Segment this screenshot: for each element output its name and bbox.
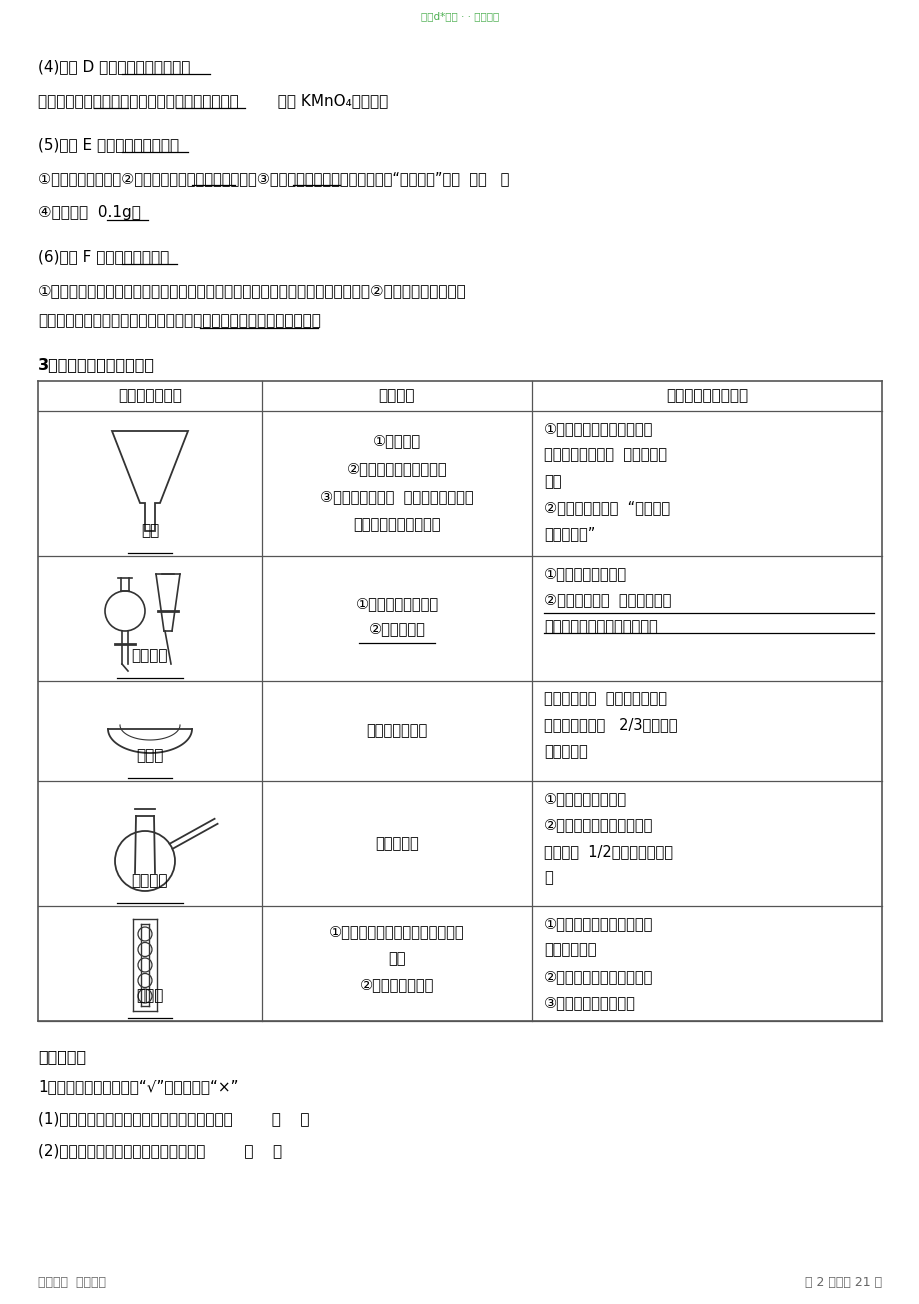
Text: 冷凝管: 冷凝管 <box>136 988 164 1003</box>
Text: 漏斗: 漏斗 <box>141 523 159 539</box>
Text: 使用方法和注意事项: 使用方法和注意事项 <box>665 389 747 403</box>
Text: 1．判断正误，正确的划“√”，错误的划“×”: 1．判断正误，正确的划“√”，错误的划“×” <box>38 1078 238 1094</box>
Text: ①滤纸与漏斗内壁应严密吱
合，用水润湿后，  中间不得有
气泡
②过滤时，要做到  “一贴、二
低、三接触”: ①滤纸与漏斗内壁应严密吱 合，用水润湿后， 中间不得有 气泡 ②过滤时，要做到 … <box>543 421 669 541</box>
Text: (1)烧瓶、锥形瓶、量筒加热时均需要垫石棉网        （    ）: (1)烧瓶、锥形瓶、量筒加热时均需要垫石棉网 （ ） <box>38 1111 309 1125</box>
Text: (4)仪器 D 的名称：碑式滴定管。: (4)仪器 D 的名称：碑式滴定管。 <box>38 59 190 74</box>
Text: 第 2 页，共 21 页: 第 2 页，共 21 页 <box>804 1277 881 1288</box>
Text: 銀球应在液面以上；测馏分温度时，水銀球应放在蒸馏烧瓶支管口处。: 銀球应在液面以上；测馏分温度时，水銀球应放在蒸馏烧瓶支管口处。 <box>38 313 321 329</box>
Text: 主要用途: 主要用途 <box>379 389 414 403</box>
Text: ①用于随时添加液体: ①用于随时添加液体 <box>355 596 438 612</box>
Text: 分液漏斗: 分液漏斗 <box>131 648 168 662</box>
Text: 蒸馏烧瓶: 蒸馏烧瓶 <box>131 872 168 888</box>
Text: 蒸馏或分馏: 蒸馏或分馏 <box>375 836 418 852</box>
Text: ②萍取、分液: ②萍取、分液 <box>369 621 425 636</box>
Text: ①称量前先调零点；②腑蚀性药品应放于烧杯内称量；③左盘放被称物，右盘放砂码，即“左物右码”＿＿  ＿＿   ；: ①称量前先调零点；②腑蚀性药品应放于烧杯内称量；③左盘放被称物，右盘放砂码，即“… <box>38 171 509 186</box>
Text: 蒸发皿: 蒸发皿 <box>136 748 164 763</box>
Text: 可直接加热，  加热时液体体积
不超过其容积的   2/3，快蒸干
时停止加热: 可直接加热， 加热时液体体积 不超过其容积的 2/3，快蒸干 时停止加热 <box>543 691 676 759</box>
Text: 蒸发或浓缩溶液: 蒸发或浓缩溶液 <box>366 724 427 738</box>
Text: (6)仪器 F 的名称：温度计。: (6)仪器 F 的名称：温度计。 <box>38 249 169 263</box>
Text: 深度思考．: 深度思考． <box>38 1048 86 1064</box>
Text: ①用于蒸馏或分馏时冷凝易液化的
气体
②有利于液体回流: ①用于蒸馏或分馏时冷凝易液化的 气体 ②有利于液体回流 <box>329 925 464 992</box>
Text: 3．常用的分离、提纯仪器: 3．常用的分离、提纯仪器 <box>38 357 154 372</box>
Text: ①注意活塞不得渗漏
②分离液体时，  下层液体由下
口放出，上层液体由上口倒出: ①注意活塞不得渗漏 ②分离液体时， 下层液体由下 口放出，上层液体由上口倒出 <box>543 566 671 634</box>
Text: (2)加热试管时先均匀加热，后局部加热        （    ）: (2)加热试管时先均匀加热，后局部加热 （ ） <box>38 1144 282 1158</box>
Text: ④精确度：  0.1g。: ④精确度： 0.1g。 <box>38 205 141 220</box>
Text: 精品d*范料 · · 欢迎下载: 精品d*范料 · · 欢迎下载 <box>420 10 499 21</box>
Text: ①测反应混合液的温度时，温度计的水銀球应插入混合液中但不能接触容器内壁；②测蝕气的温度时，水: ①测反应混合液的温度时，温度计的水銀球应插入混合液中但不能接触容器内壁；②测蝕气… <box>38 283 466 299</box>
Text: 仪器图形与名称: 仪器图形与名称 <box>118 389 182 403</box>
Text: 用于盛装碑性溶液，不可盛装酸性和强氧化性液体        （如 KMnO₄溶液）。: 用于盛装碑性溶液，不可盛装酸性和强氧化性液体 （如 KMnO₄溶液）。 <box>38 93 388 108</box>
Text: ①直形冷凝管一般用于蒸馏
或分馏时冷凝
②球形冷凝管通常用于回流
③冷却水下口进上口出: ①直形冷凝管一般用于蒸馏 或分馏时冷凝 ②球形冷凝管通常用于回流 ③冷却水下口进… <box>543 915 652 1011</box>
Text: ①加热时要垫石棉网
②加热时液体的体积不超过
其容积的  1/2，加永石，防暴
永: ①加热时要垫石棉网 ②加热时液体的体积不超过 其容积的 1/2，加永石，防暴 永 <box>543 792 673 885</box>
Text: (5)仪器 E 的名称：托盘天平。: (5)仪器 E 的名称：托盘天平。 <box>38 137 179 153</box>
Text: ①用于过滤
②向小口容器中转移液体
③倒扎在液面上，  用作易溶于水或溶
液的气体的防倒吸装置: ①用于过滤 ②向小口容器中转移液体 ③倒扎在液面上， 用作易溶于水或溶 液的气体… <box>320 433 473 532</box>
Text: 欢迎下载  赏析分享: 欢迎下载 赏析分享 <box>38 1277 106 1288</box>
